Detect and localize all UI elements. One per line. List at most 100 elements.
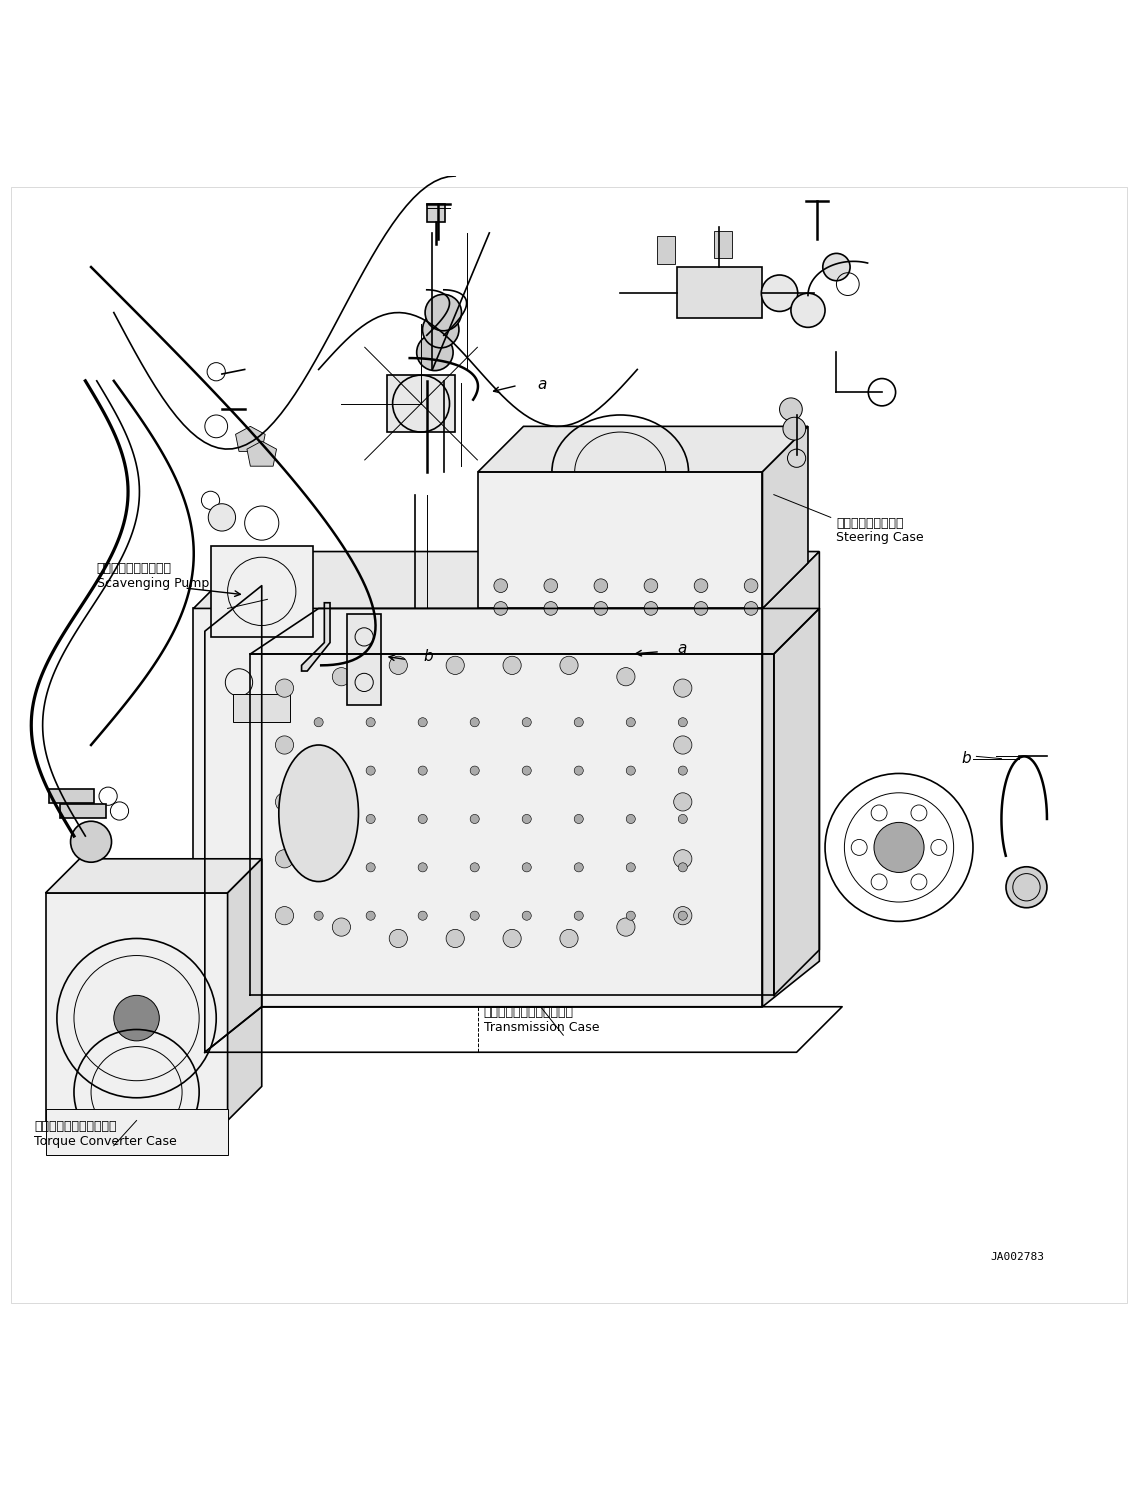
FancyBboxPatch shape xyxy=(60,805,106,818)
Circle shape xyxy=(678,815,687,824)
Circle shape xyxy=(626,718,635,727)
Circle shape xyxy=(1006,867,1047,907)
Circle shape xyxy=(275,736,294,754)
Circle shape xyxy=(275,849,294,867)
Circle shape xyxy=(522,912,531,921)
Circle shape xyxy=(678,718,687,727)
Circle shape xyxy=(744,602,758,615)
FancyBboxPatch shape xyxy=(233,694,290,723)
Circle shape xyxy=(694,578,708,593)
Circle shape xyxy=(366,766,376,775)
Circle shape xyxy=(575,815,584,824)
Circle shape xyxy=(418,815,427,824)
Text: Steering Case: Steering Case xyxy=(836,532,924,544)
FancyBboxPatch shape xyxy=(657,237,675,264)
Circle shape xyxy=(470,863,479,872)
Circle shape xyxy=(626,766,635,775)
Circle shape xyxy=(626,863,635,872)
Circle shape xyxy=(678,863,687,872)
Circle shape xyxy=(314,718,323,727)
FancyBboxPatch shape xyxy=(714,231,732,258)
Circle shape xyxy=(674,849,692,867)
Circle shape xyxy=(494,578,508,593)
Circle shape xyxy=(544,602,558,615)
Circle shape xyxy=(389,930,407,948)
FancyBboxPatch shape xyxy=(46,1109,228,1155)
Circle shape xyxy=(780,398,802,420)
Circle shape xyxy=(417,334,453,371)
Circle shape xyxy=(446,930,464,948)
Polygon shape xyxy=(193,551,819,608)
Circle shape xyxy=(314,815,323,824)
Circle shape xyxy=(761,276,798,311)
FancyBboxPatch shape xyxy=(387,375,455,432)
Circle shape xyxy=(208,504,236,530)
Circle shape xyxy=(522,863,531,872)
Text: a: a xyxy=(537,377,546,392)
Circle shape xyxy=(791,294,825,328)
Circle shape xyxy=(366,863,376,872)
FancyBboxPatch shape xyxy=(478,472,762,608)
Polygon shape xyxy=(478,426,808,472)
Circle shape xyxy=(470,912,479,921)
Polygon shape xyxy=(228,858,262,1120)
Circle shape xyxy=(522,766,531,775)
Text: JA002783: JA002783 xyxy=(990,1252,1044,1262)
Circle shape xyxy=(366,718,376,727)
Circle shape xyxy=(626,912,635,921)
Circle shape xyxy=(332,668,351,685)
Circle shape xyxy=(744,578,758,593)
Text: b: b xyxy=(962,751,971,766)
Text: トルクコンバータケース: トルクコンバータケース xyxy=(34,1119,116,1132)
Text: Transmission Case: Transmission Case xyxy=(484,1021,599,1034)
Circle shape xyxy=(674,736,692,754)
Polygon shape xyxy=(302,603,330,670)
Circle shape xyxy=(314,912,323,921)
Circle shape xyxy=(674,679,692,697)
FancyBboxPatch shape xyxy=(427,204,445,222)
FancyBboxPatch shape xyxy=(347,614,381,705)
Circle shape xyxy=(71,821,112,863)
Polygon shape xyxy=(46,858,262,893)
Circle shape xyxy=(470,718,479,727)
Circle shape xyxy=(275,906,294,925)
Circle shape xyxy=(644,602,658,615)
Circle shape xyxy=(575,718,584,727)
Circle shape xyxy=(560,930,578,948)
Circle shape xyxy=(366,912,376,921)
FancyBboxPatch shape xyxy=(49,790,94,803)
Circle shape xyxy=(422,311,459,347)
Circle shape xyxy=(418,863,427,872)
Circle shape xyxy=(314,863,323,872)
FancyBboxPatch shape xyxy=(211,545,313,636)
Circle shape xyxy=(874,822,924,873)
Circle shape xyxy=(694,602,708,615)
Circle shape xyxy=(366,815,376,824)
Polygon shape xyxy=(236,426,265,451)
Circle shape xyxy=(275,679,294,697)
FancyBboxPatch shape xyxy=(677,267,762,319)
Polygon shape xyxy=(762,426,808,608)
Circle shape xyxy=(575,912,584,921)
Circle shape xyxy=(494,602,508,615)
Polygon shape xyxy=(762,551,819,1007)
Circle shape xyxy=(575,766,584,775)
Circle shape xyxy=(418,912,427,921)
Circle shape xyxy=(617,668,635,685)
Text: ステアリングケース: ステアリングケース xyxy=(836,517,904,529)
Circle shape xyxy=(560,656,578,675)
Circle shape xyxy=(470,766,479,775)
Circle shape xyxy=(674,906,692,925)
Circle shape xyxy=(617,918,635,936)
Circle shape xyxy=(503,656,521,675)
Circle shape xyxy=(594,578,608,593)
Circle shape xyxy=(544,578,558,593)
Circle shape xyxy=(114,995,159,1042)
Circle shape xyxy=(446,656,464,675)
Circle shape xyxy=(674,793,692,811)
FancyBboxPatch shape xyxy=(46,893,228,1120)
Circle shape xyxy=(626,815,635,824)
Circle shape xyxy=(644,578,658,593)
Text: トランスミッションケース: トランスミッションケース xyxy=(484,1006,574,1019)
Circle shape xyxy=(522,718,531,727)
